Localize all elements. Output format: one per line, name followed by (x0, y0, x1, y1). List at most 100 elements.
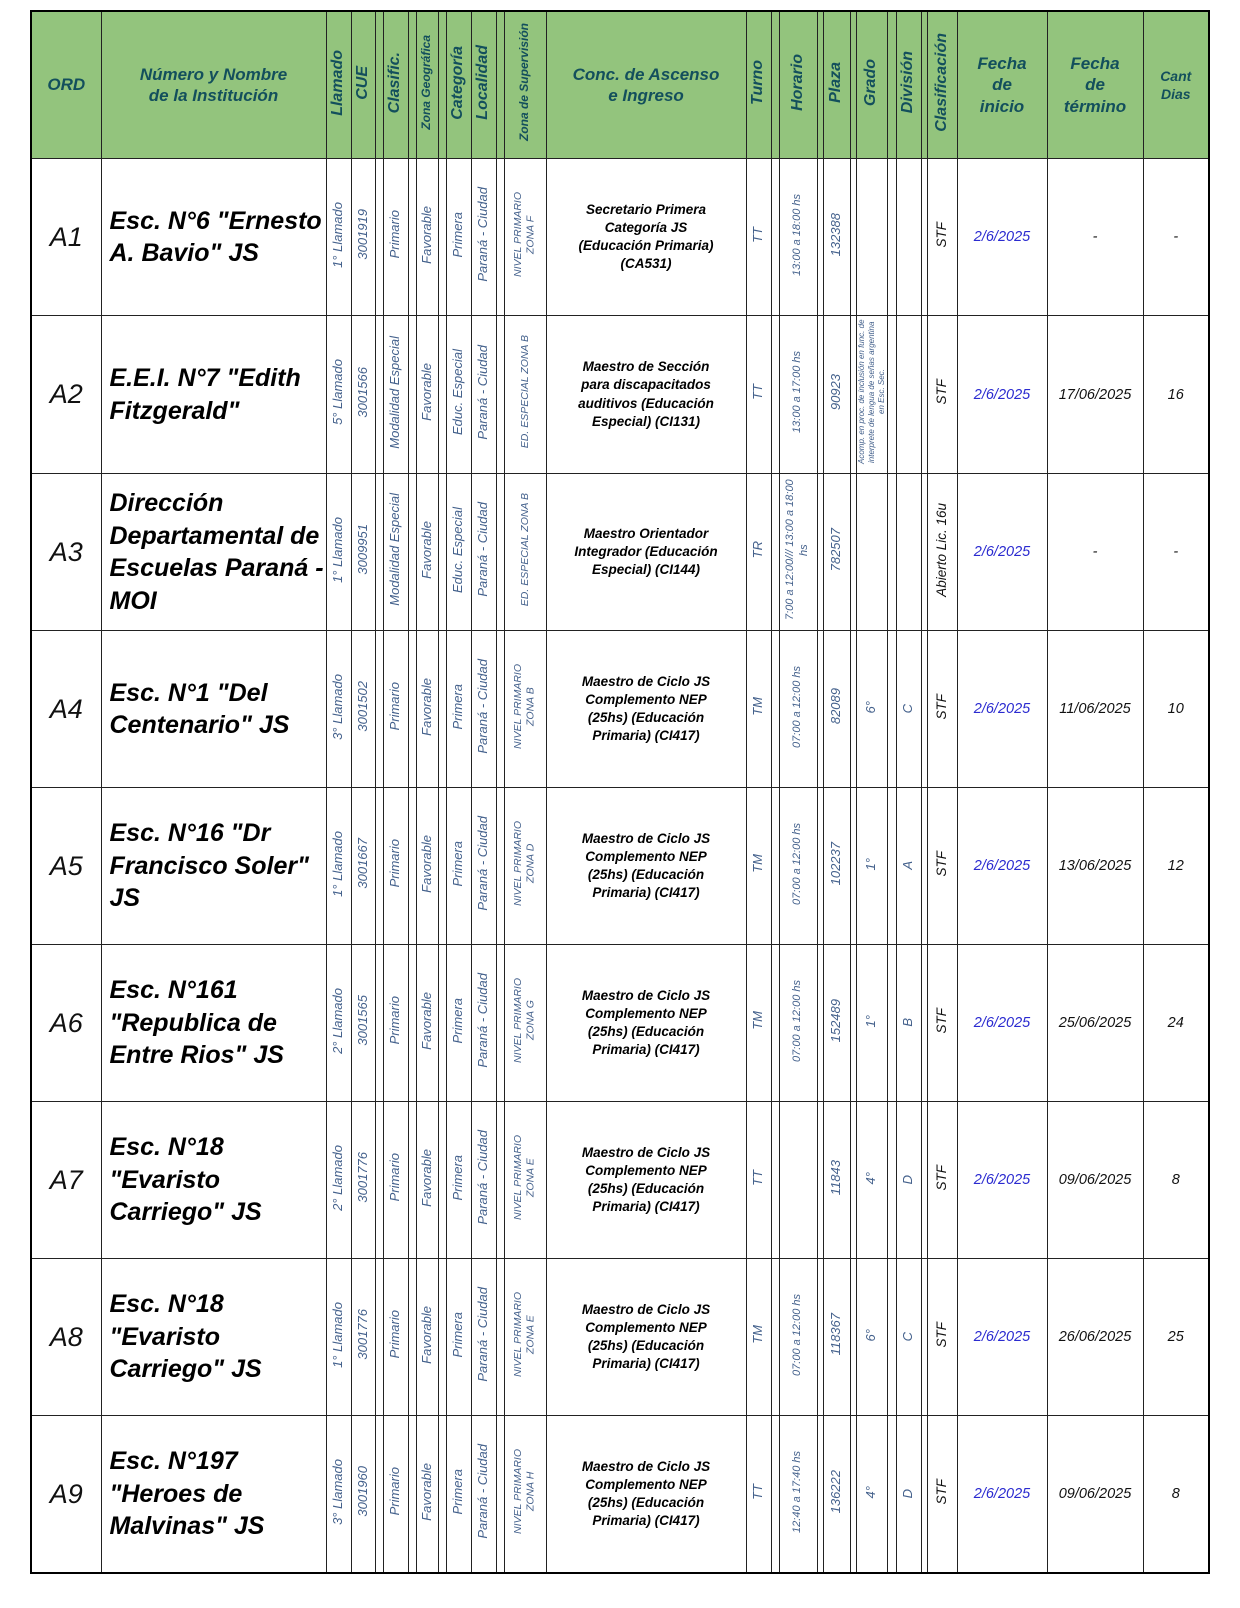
grado-value: 6° (863, 700, 879, 713)
zona-supervision-cell: NIVEL PRIMARIO ZONA E (503, 1258, 547, 1416)
turno-cell: TM (745, 1258, 772, 1416)
spacer-cell (770, 315, 780, 474)
categoria-value: Primera (450, 840, 466, 887)
institution-value: Esc. N°6 "Ernesto A. Bavio" JS (109, 206, 322, 268)
col-header-division: División (895, 10, 922, 159)
categoria-cell: Primera (445, 944, 472, 1102)
fecha-inicio-cell: 2/6/2025 (956, 630, 1048, 788)
institution-cell: Esc. N°161 "Republica de Entre Rios" JS (100, 944, 327, 1102)
concurso-cell: Secretario Primera Categoría JS (Educaci… (545, 158, 747, 316)
spacer-cell (407, 1101, 417, 1259)
turno-value: TT (750, 1169, 766, 1186)
clasific-cell: Primario (382, 158, 409, 316)
cant-dias-cell: 24 (1142, 944, 1210, 1102)
horario-cell: 13:00 a 17:00 hs (778, 315, 818, 474)
division-cell: C (895, 630, 922, 788)
cue-cell: 3009951 (350, 473, 376, 631)
ord-cell: A9 (30, 1415, 102, 1574)
clasific-value: Modalidad Especial (387, 335, 403, 449)
cue-cell: 3001960 (350, 1415, 376, 1574)
spacer-cell (886, 787, 897, 945)
header-label: Zona de Supervisión (517, 23, 532, 142)
clasific-cell: Modalidad Especial (382, 473, 409, 631)
division-cell: C (895, 1258, 922, 1416)
clasific-cell: Primario (382, 1415, 409, 1574)
table-row: A2 E.E.I. N°7 "Edith Fitzgerald" 5° Llamad… (30, 315, 1210, 474)
zona-supervision-value: NIVEL PRIMARIO ZONA F (512, 192, 537, 277)
ord-value: A1 (49, 221, 83, 252)
spacer-column (437, 10, 447, 159)
spacer-cell (886, 158, 897, 316)
col-header-llamado: Llamado (325, 10, 352, 159)
ord-cell: A1 (30, 158, 102, 316)
division-value: B (900, 1018, 916, 1027)
categoria-value: Primera (450, 683, 466, 730)
clasific-cell: Primario (382, 630, 409, 788)
clasificacion-cell: STF (926, 158, 958, 316)
spacer-cell (407, 944, 417, 1102)
categoria-cell: Primera (445, 630, 472, 788)
llamado-cell: 2° Llamado (325, 944, 352, 1102)
fecha-termino-cell: 26/06/2025 (1046, 1258, 1144, 1416)
llamado-value: 3° Llamado (330, 673, 346, 740)
cue-value: 3009951 (354, 524, 370, 575)
fecha-inicio-cell: 2/6/2025 (956, 1101, 1048, 1259)
clasific-value: Primario (387, 210, 403, 259)
fecha-inicio-value: 2/6/2025 (973, 1172, 1031, 1188)
table-row: A8 Esc. N°18 "Evaristo Carriego" JS 1° Lla… (30, 1258, 1210, 1416)
turno-value: TM (750, 1011, 766, 1030)
col-header-fecha-inicio: Fecha de inicio (956, 10, 1048, 159)
ord-value: A8 (49, 1321, 83, 1352)
spacer-cell (886, 473, 897, 631)
header-label: Fecha de inicio (977, 54, 1027, 116)
categoria-value: Primera (450, 211, 466, 258)
fecha-inicio-cell: 2/6/2025 (956, 787, 1048, 945)
concurso-cell: Maestro de Ciclo JS Complemento NEP (25h… (545, 1258, 747, 1416)
localidad-cell: Paraná - Ciudad (470, 787, 497, 945)
plaza-value: 782507 (828, 527, 844, 572)
clasific-value: Primario (387, 1153, 403, 1202)
llamado-value: 2° Llamado (330, 987, 346, 1054)
clasificacion-value: Abierto Lic. 16u (934, 502, 950, 597)
grado-value: 4° (863, 1485, 879, 1498)
zona-geografica-value: Favorable (418, 991, 434, 1050)
header-label: Zona Geográfica (419, 35, 434, 130)
zona-geografica-value: Favorable (418, 677, 434, 736)
plaza-cell: 782507 (822, 473, 851, 631)
turno-cell: TM (745, 944, 772, 1102)
spacer-cell (374, 1101, 384, 1259)
localidad-value: Paraná - Ciudad (475, 1444, 491, 1539)
institution-cell: Esc. N°18 "Evaristo Carriego" JS (100, 1258, 327, 1416)
zona-supervision-cell: ED. ESPECIAL ZONA B (503, 473, 547, 631)
clasificacion-value: STF (934, 850, 950, 877)
spacer-cell (407, 787, 417, 945)
concurso-value: Maestro de Ciclo JS Complemento NEP (25h… (581, 1301, 711, 1372)
fecha-inicio-cell: 2/6/2025 (956, 473, 1048, 631)
spacer-cell (770, 473, 780, 631)
spacer-cell (407, 158, 417, 316)
col-header-zona-geografica: Zona Geográfica (415, 10, 439, 159)
cue-cell: 3001502 (350, 630, 376, 788)
division-value: C (900, 1331, 916, 1341)
llamado-cell: 1° Llamado (325, 787, 352, 945)
localidad-value: Paraná - Ciudad (475, 502, 491, 597)
clasific-value: Primario (387, 1310, 403, 1359)
header-label: Número y Nombre de la Institución (139, 64, 288, 105)
grado-cell (855, 158, 888, 316)
col-header-plaza: Plaza (822, 10, 851, 159)
table-row: A3 Dirección Departamental de Escuelas Pa… (30, 473, 1210, 631)
header-label: Turno (749, 59, 767, 106)
cant-dias-cell: 10 (1142, 630, 1210, 788)
col-header-clasificacion: Clasificación (926, 10, 958, 159)
spacer-cell (886, 944, 897, 1102)
grado-value: 6° (863, 1328, 879, 1341)
fecha-termino-value: 26/06/2025 (1058, 1329, 1132, 1345)
cant-dias-value: 8 (1171, 1486, 1180, 1502)
ord-value: A2 (49, 379, 83, 409)
plaza-value: 102237 (828, 841, 844, 886)
ord-cell: A3 (30, 473, 102, 631)
spacer-cell (374, 1258, 384, 1416)
categoria-cell: Educ. Especial (445, 473, 472, 631)
zona-geografica-value: Favorable (418, 520, 434, 579)
grado-value: 1° (863, 857, 879, 870)
